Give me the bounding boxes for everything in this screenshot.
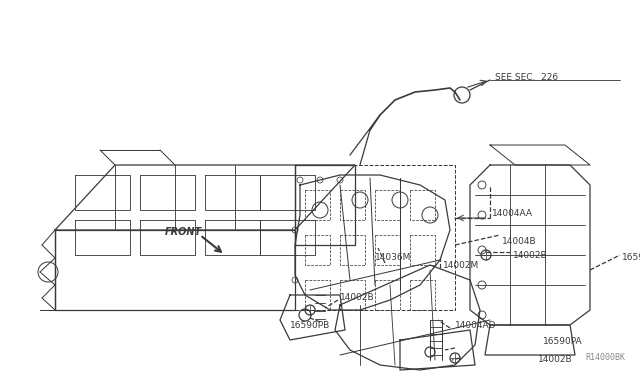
Text: 16590PA: 16590PA [543,337,582,346]
Text: 14036M: 14036M [375,253,412,262]
Text: FRONT: FRONT [165,227,202,237]
Text: 16590PB: 16590PB [290,321,330,330]
Text: SEE SEC.  226: SEE SEC. 226 [495,73,558,81]
Text: 14002B: 14002B [513,250,548,260]
Text: R14000BK: R14000BK [585,353,625,362]
Text: 16590P: 16590P [622,253,640,263]
Text: 14002B: 14002B [538,356,573,365]
Text: 14002B: 14002B [340,294,374,302]
Text: 14002M: 14002M [443,260,479,269]
Text: 14004B: 14004B [502,237,536,247]
Text: 14004AD: 14004AD [455,321,497,330]
Text: 14004AA: 14004AA [492,209,533,218]
